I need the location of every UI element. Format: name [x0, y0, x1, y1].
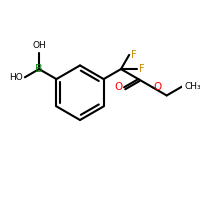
Text: F: F — [139, 64, 145, 74]
Text: O: O — [153, 82, 162, 92]
Text: O: O — [114, 82, 122, 92]
Text: HO: HO — [9, 73, 23, 82]
Text: CH₃: CH₃ — [184, 82, 200, 91]
Text: B: B — [35, 64, 43, 74]
Text: OH: OH — [32, 41, 46, 50]
Text: F: F — [131, 50, 137, 60]
